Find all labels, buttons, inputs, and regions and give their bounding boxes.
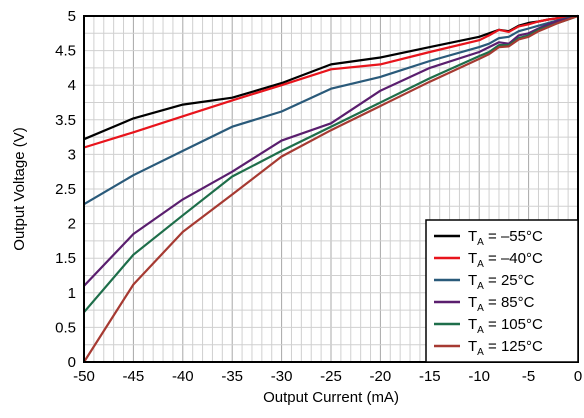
x-axis-ticks: -50 -45 -40 -35 -30 -25 -20 -15 -10 -5 0 (73, 368, 582, 385)
y-tick-label: 5 (68, 8, 76, 25)
y-tick-label: 3.5 (55, 112, 76, 129)
y-axis-title: Output Voltage (V) (11, 127, 28, 250)
y-tick-label: 4.5 (55, 43, 76, 60)
x-tick-label: -5 (522, 368, 535, 385)
legend-label: TA = 105°C (468, 316, 543, 336)
series-line-2 (83, 14, 579, 149)
y-tick-label: 0.5 (55, 319, 76, 336)
x-tick-label: -20 (370, 368, 392, 385)
legend-label: TA = 25°C (468, 272, 535, 292)
x-tick-label: -40 (172, 368, 194, 385)
x-tick-label: -50 (73, 368, 95, 385)
x-tick-label: -30 (271, 368, 293, 385)
plot-frame (83, 15, 579, 363)
y-axis-ticks: 0 0.5 1 1.5 2 2.5 3 3.5 4 4.5 5 (55, 8, 76, 371)
x-tick-label: -35 (221, 368, 243, 385)
legend: TA = –55°CTA = –40°CTA = 25°CTA = 85°CTA… (425, 219, 579, 363)
series-line-4 (83, 14, 579, 287)
x-tick-label: -10 (468, 368, 490, 385)
legend-label: TA = 125°C (468, 338, 543, 358)
y-tick-label: 4 (68, 77, 76, 94)
legend-box (425, 219, 579, 363)
y-tick-label: 1.5 (55, 250, 76, 267)
y-tick-label: 1 (68, 285, 76, 302)
x-tick-label: -45 (123, 368, 145, 385)
y-tick-label: 0 (68, 354, 76, 371)
legend-label: TA = –40°C (468, 250, 543, 270)
legend-label: TA = –55°C (468, 228, 543, 248)
x-tick-label: -25 (320, 368, 342, 385)
legend-label: TA = 85°C (468, 294, 535, 314)
series-lines (83, 14, 579, 363)
y-tick-label: 3 (68, 146, 76, 163)
x-tick-label: 0 (574, 368, 582, 385)
series-line-3 (83, 14, 579, 206)
y-tick-label: 2 (68, 216, 76, 233)
x-axis-title: Output Current (mA) (263, 389, 399, 406)
series-line-6 (83, 14, 579, 363)
x-tick-label: -15 (419, 368, 441, 385)
y-tick-label: 2.5 (55, 181, 76, 198)
